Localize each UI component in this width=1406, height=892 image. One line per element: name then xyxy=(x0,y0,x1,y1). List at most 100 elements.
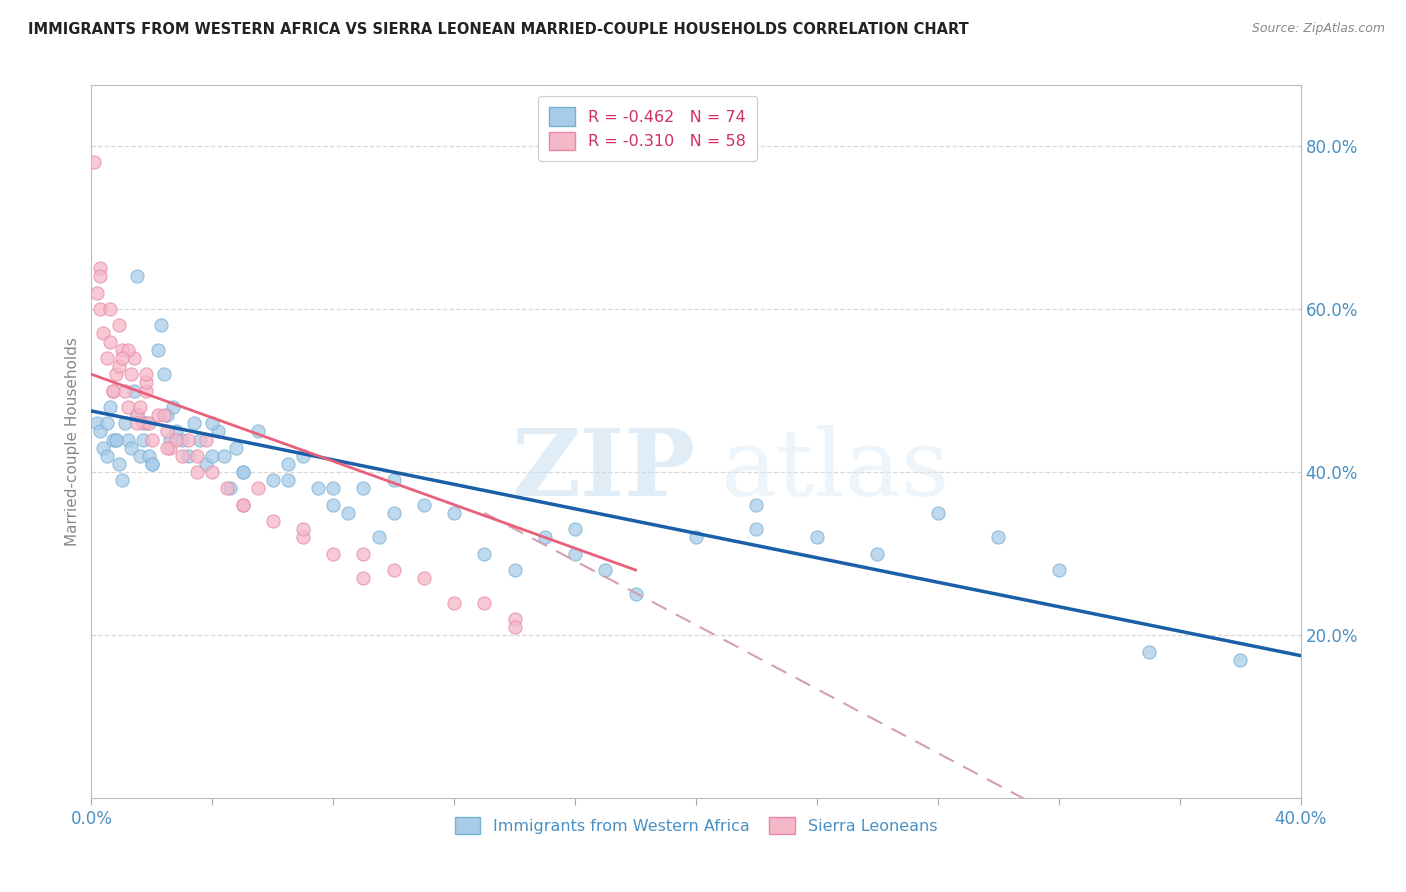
Point xyxy=(472,547,495,561)
Point xyxy=(120,368,142,382)
Point xyxy=(183,416,205,430)
Point xyxy=(367,530,389,544)
Point xyxy=(138,449,160,463)
Point xyxy=(111,351,132,365)
Point xyxy=(146,343,169,357)
Y-axis label: Married-couple Households: Married-couple Households xyxy=(65,337,80,546)
Point xyxy=(745,498,768,512)
Point xyxy=(177,433,200,447)
Point xyxy=(128,400,150,414)
Point xyxy=(745,522,768,536)
Point xyxy=(101,384,124,398)
Point xyxy=(83,155,105,169)
Point xyxy=(1047,563,1070,577)
Legend: Immigrants from Western Africa, Sierra Leoneans: Immigrants from Western Africa, Sierra L… xyxy=(449,810,943,840)
Point xyxy=(141,457,163,471)
Point xyxy=(111,343,132,357)
Point xyxy=(186,449,208,463)
Point xyxy=(96,351,118,365)
Point xyxy=(125,408,148,422)
Point xyxy=(503,563,526,577)
Point xyxy=(135,376,157,390)
Point xyxy=(114,416,136,430)
Point xyxy=(89,261,111,276)
Point xyxy=(153,408,176,422)
Point xyxy=(104,433,127,447)
Point xyxy=(214,449,236,463)
Point xyxy=(162,400,184,414)
Point xyxy=(156,425,179,439)
Point xyxy=(201,449,224,463)
Point xyxy=(120,441,142,455)
Text: atlas: atlas xyxy=(720,425,949,515)
Point xyxy=(107,318,129,333)
Point xyxy=(122,384,145,398)
Point xyxy=(231,498,253,512)
Point xyxy=(125,416,148,430)
Point xyxy=(277,457,299,471)
Point xyxy=(352,547,374,561)
Point xyxy=(337,506,360,520)
Point xyxy=(141,433,163,447)
Point xyxy=(89,425,111,439)
Point xyxy=(595,563,617,577)
Point xyxy=(806,530,828,544)
Point xyxy=(866,547,889,561)
Point xyxy=(382,563,405,577)
Point xyxy=(159,433,181,447)
Point xyxy=(122,351,145,365)
Point xyxy=(352,482,374,496)
Point xyxy=(413,571,436,585)
Point xyxy=(624,587,647,601)
Point xyxy=(135,384,157,398)
Point xyxy=(104,433,127,447)
Point xyxy=(114,384,136,398)
Point xyxy=(231,465,253,479)
Point xyxy=(246,425,269,439)
Point xyxy=(107,359,129,373)
Point xyxy=(188,433,211,447)
Point xyxy=(98,301,121,316)
Point xyxy=(117,400,139,414)
Point xyxy=(307,482,329,496)
Point xyxy=(201,416,224,430)
Point xyxy=(195,457,218,471)
Point xyxy=(138,416,160,430)
Point xyxy=(132,416,155,430)
Point xyxy=(382,473,405,487)
Point xyxy=(503,620,526,634)
Point xyxy=(443,506,465,520)
Point xyxy=(111,473,132,487)
Point xyxy=(125,269,148,284)
Point xyxy=(217,482,239,496)
Point xyxy=(135,368,157,382)
Point xyxy=(564,547,586,561)
Point xyxy=(219,482,242,496)
Point xyxy=(117,343,139,357)
Point xyxy=(186,465,208,479)
Point xyxy=(156,441,179,455)
Text: IMMIGRANTS FROM WESTERN AFRICA VS SIERRA LEONEAN MARRIED-COUPLE HOUSEHOLDS CORRE: IMMIGRANTS FROM WESTERN AFRICA VS SIERRA… xyxy=(28,22,969,37)
Point xyxy=(685,530,707,544)
Point xyxy=(89,269,111,284)
Point xyxy=(96,449,118,463)
Point xyxy=(93,441,115,455)
Point xyxy=(132,433,155,447)
Point xyxy=(225,441,247,455)
Point xyxy=(1229,653,1251,667)
Point xyxy=(96,416,118,430)
Point xyxy=(93,326,115,341)
Point xyxy=(89,301,111,316)
Point xyxy=(107,457,129,471)
Point xyxy=(262,473,284,487)
Point xyxy=(165,433,187,447)
Point xyxy=(125,408,148,422)
Point xyxy=(101,433,124,447)
Point xyxy=(231,465,253,479)
Point xyxy=(262,514,284,528)
Point xyxy=(172,433,194,447)
Point xyxy=(246,482,269,496)
Point xyxy=(322,498,344,512)
Point xyxy=(231,498,253,512)
Point xyxy=(413,498,436,512)
